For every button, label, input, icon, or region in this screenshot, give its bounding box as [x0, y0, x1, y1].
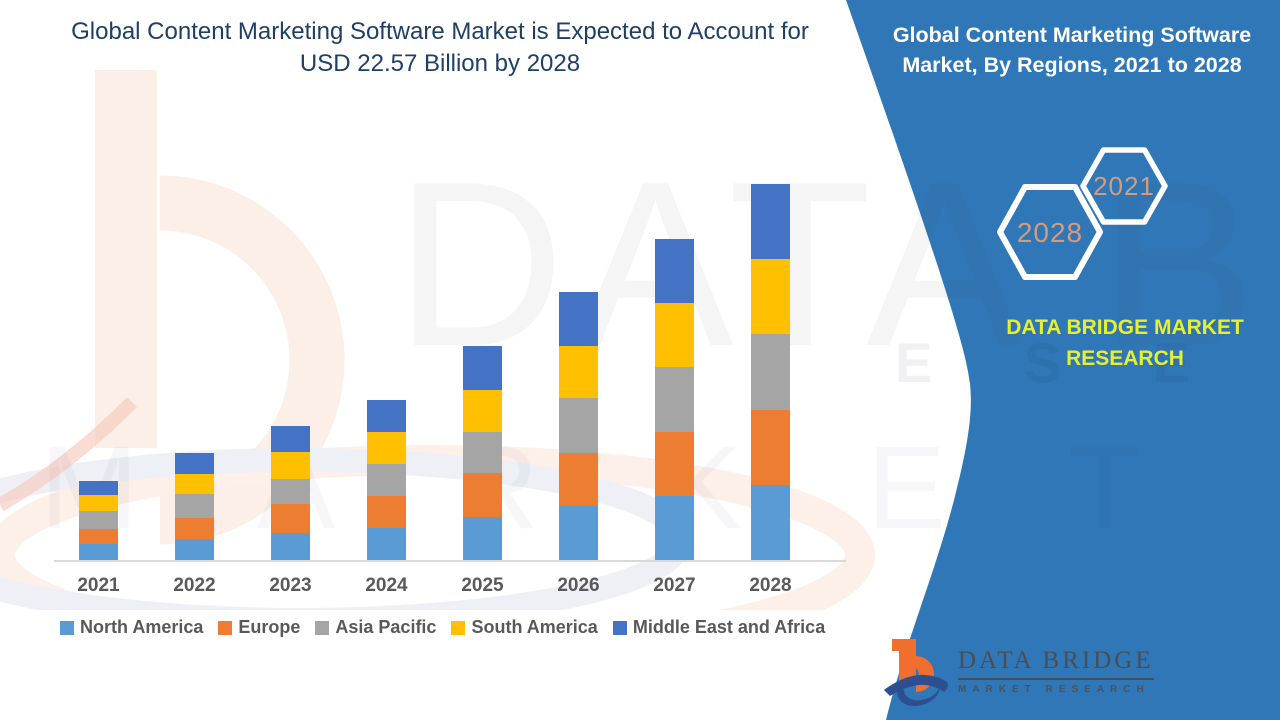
bar-segment — [463, 389, 502, 432]
legend-label: North America — [80, 617, 204, 637]
bar-segment — [655, 431, 694, 497]
legend-item: Middle East and Africa — [612, 617, 826, 638]
legend-item: Asia Pacific — [315, 617, 436, 638]
x-axis-label: 2028 — [749, 575, 792, 596]
legend-item: South America — [451, 617, 598, 638]
bar-segment — [655, 496, 694, 560]
bar-segment — [367, 527, 406, 560]
bar-segment — [79, 494, 118, 512]
bar-segment — [79, 529, 118, 544]
data-bridge-logo: DATA BRIDGE MARKET RESEARCH — [878, 628, 1158, 714]
bar-segment — [367, 431, 406, 464]
bar-segment — [655, 302, 694, 368]
hexagon-2021-label: 2021 — [1093, 171, 1155, 201]
bar-segment — [367, 399, 406, 432]
bar-segment — [463, 431, 502, 474]
x-axis-label: 2023 — [269, 575, 312, 596]
x-axis-label: 2022 — [173, 575, 216, 596]
bar-segment — [559, 345, 598, 398]
x-axis-label: 2025 — [461, 575, 504, 596]
bar-segment — [463, 517, 502, 560]
chart-title-line2: USD 22.57 Billion by 2028 — [299, 50, 581, 77]
bar-segment — [463, 345, 502, 390]
bar-segment — [79, 480, 118, 495]
data-bridge-logo-icon — [884, 639, 948, 707]
brand-text-line2: RESEARCH — [1066, 347, 1184, 370]
bar-segment — [271, 479, 310, 505]
hexagon-2028-label: 2028 — [1017, 217, 1083, 248]
bar-2027 — [655, 239, 694, 560]
bar-segment — [463, 473, 502, 517]
legend-swatch-icon — [218, 620, 233, 635]
brand-text-line1: DATA BRIDGE MARKET — [1006, 316, 1244, 339]
panel-title: Global Content Marketing Software Market… — [872, 20, 1272, 80]
bar-segment — [367, 496, 406, 528]
legend-swatch-icon — [60, 620, 74, 635]
bar-segment — [559, 506, 598, 560]
chart-legend: North America Europe Asia Pacific South Ame… — [60, 617, 825, 638]
legend-label: Middle East and Africa — [632, 617, 826, 637]
bar-segment — [175, 517, 214, 539]
x-axis-label: 2027 — [653, 575, 696, 596]
bar-segment — [271, 425, 310, 453]
x-axis-label: 2021 — [77, 575, 120, 596]
bar-segment — [175, 453, 214, 475]
bar-segment — [271, 532, 310, 560]
bar-segment — [559, 397, 598, 454]
bar-2026 — [559, 292, 598, 560]
bar-2028 — [751, 184, 790, 560]
legend-item: North America — [60, 617, 203, 638]
panel-title-line1: Global Content Marketing Software — [892, 23, 1252, 47]
bar-2025 — [463, 345, 502, 560]
bar-segment — [655, 367, 694, 432]
bar-segment — [79, 511, 118, 530]
panel-title-line2: Market, By Regions, 2021 to 2028 — [902, 53, 1242, 77]
bar-segment — [271, 452, 310, 480]
logo-words: DATA BRIDGE MARKET RESEARCH — [958, 647, 1154, 695]
bar-segment — [751, 259, 790, 335]
legend-item: Europe — [218, 617, 300, 638]
bar-segment — [751, 334, 790, 410]
x-axis-line — [54, 560, 846, 562]
logo-subtitle: MARKET RESEARCH — [958, 684, 1150, 695]
bar-2023 — [271, 425, 310, 560]
bar-2022 — [175, 453, 214, 560]
legend-label: South America — [471, 617, 598, 637]
bar-segment — [559, 453, 598, 507]
bar-segment — [175, 494, 214, 518]
bar-segment — [655, 239, 694, 303]
bar-segment — [175, 474, 214, 495]
legend-swatch-icon — [315, 620, 330, 635]
logo-title: DATA BRIDGE — [958, 647, 1154, 680]
chart-title: Global Content Marketing Software Market… — [50, 16, 830, 80]
chart-title-line1: Global Content Marketing Software Market… — [71, 18, 809, 45]
bar-segment — [751, 485, 790, 560]
bar-segment — [751, 184, 790, 260]
bar-segment — [559, 292, 598, 346]
bar-segment — [751, 409, 790, 486]
bar-segment — [271, 504, 310, 533]
bar-2024 — [367, 399, 406, 560]
brand-text: DATA BRIDGE MARKET RESEARCH — [960, 312, 1280, 374]
legend-swatch-icon — [612, 620, 627, 635]
bar-2021 — [79, 480, 118, 560]
legend-swatch-icon — [451, 620, 466, 635]
hexagon-badges: 2021 2028 — [997, 147, 1168, 280]
x-axis-label: 2026 — [557, 575, 600, 596]
legend-label: Europe — [238, 617, 301, 637]
legend-label: Asia Pacific — [335, 617, 437, 637]
x-axis-label: 2024 — [365, 575, 408, 596]
bar-segment — [79, 543, 118, 560]
bar-segment — [367, 463, 406, 497]
bar-segment — [175, 538, 214, 560]
